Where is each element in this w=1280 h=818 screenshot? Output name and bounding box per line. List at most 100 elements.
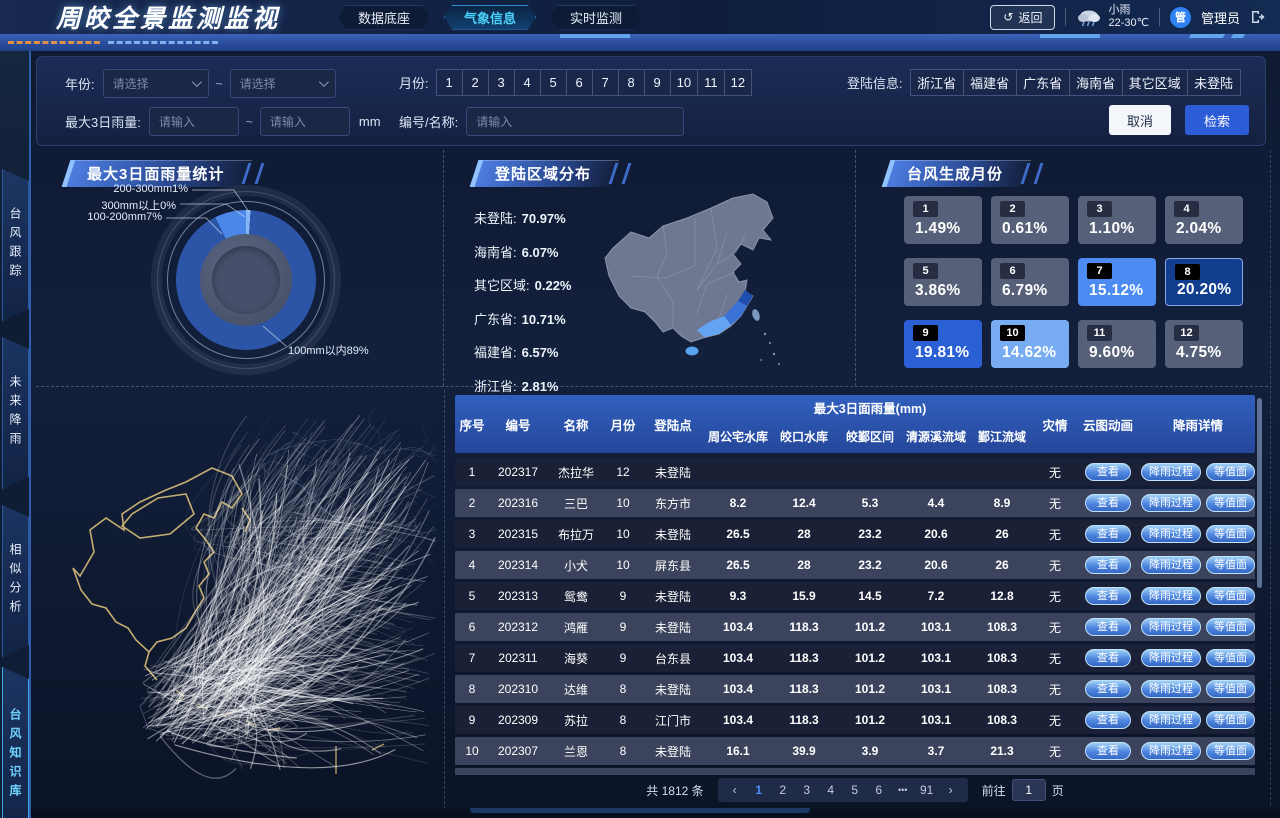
- view-button[interactable]: 查看: [1085, 618, 1131, 636]
- month-number-tag: 1: [913, 201, 938, 217]
- isoline-button[interactable]: 等值面: [1206, 525, 1255, 543]
- rain-process-button[interactable]: 降雨过程: [1141, 618, 1201, 636]
- month-filter-8[interactable]: 8: [617, 69, 645, 96]
- page-3[interactable]: 3: [803, 783, 811, 797]
- rainfall-cell: 103.1: [920, 620, 952, 634]
- landing-filter-2[interactable]: 广东省: [1015, 69, 1070, 96]
- view-button[interactable]: 查看: [1085, 463, 1131, 481]
- view-button[interactable]: 查看: [1085, 556, 1131, 574]
- cell: 小犬: [563, 558, 588, 573]
- month-filter-4[interactable]: 4: [513, 69, 541, 96]
- isoline-button[interactable]: 等值面: [1206, 587, 1255, 605]
- landing-filter-4[interactable]: 其它区域: [1121, 69, 1188, 96]
- page-prev[interactable]: ‹: [732, 783, 737, 797]
- year-to-select[interactable]: 请选择: [229, 69, 336, 98]
- rain-process-button[interactable]: 降雨过程: [1141, 649, 1201, 667]
- page-6[interactable]: 6: [875, 783, 883, 797]
- sidebar-item-future-rain[interactable]: 未来降雨: [2, 337, 29, 489]
- rainfall-cell: 103.4: [722, 713, 754, 727]
- isoline-button[interactable]: 等值面: [1206, 711, 1255, 729]
- year-from-select[interactable]: 请选择: [102, 69, 209, 98]
- page-1[interactable]: 1: [755, 783, 763, 797]
- tab-weather-info[interactable]: 气象信息: [444, 4, 537, 30]
- logout-icon[interactable]: [1250, 9, 1266, 25]
- isoline-button[interactable]: 等值面: [1206, 494, 1255, 512]
- cell: 8: [468, 682, 476, 696]
- isoline-button[interactable]: 等值面: [1206, 680, 1255, 698]
- view-button[interactable]: 查看: [1085, 587, 1131, 605]
- cancel-button[interactable]: 取消: [1109, 105, 1171, 135]
- back-button[interactable]: ↺ 返回: [990, 4, 1056, 30]
- table-scrollbar[interactable]: [1257, 398, 1262, 588]
- month-filter-10[interactable]: 10: [669, 69, 699, 96]
- avatar[interactable]: 管: [1169, 6, 1191, 28]
- view-button[interactable]: 查看: [1085, 525, 1131, 543]
- month-filter-6[interactable]: 6: [565, 69, 593, 96]
- landing-filter-0[interactable]: 浙江省: [909, 69, 964, 96]
- gen-month-card-11: 11 9.60%: [1078, 320, 1156, 368]
- rain-process-button[interactable]: 降雨过程: [1141, 711, 1201, 729]
- disaster-cell: 无: [1048, 558, 1061, 573]
- isoline-button[interactable]: 等值面: [1206, 649, 1255, 667]
- view-button[interactable]: 查看: [1085, 711, 1131, 729]
- table-row: 4 202314 小犬 10 屏东县 26.5 28 23.2 20.6 26 无 查看 降雨过程 等值面: [455, 551, 1255, 579]
- page-4[interactable]: 4: [827, 783, 835, 797]
- pagination-bar: 共 1812 条 ‹ 1 2 3 4 5 6 ••• 91 › 前往 页: [455, 778, 1255, 802]
- landing-filter-3[interactable]: 海南省: [1068, 69, 1123, 96]
- rain-process-button[interactable]: 降雨过程: [1141, 742, 1201, 760]
- rain-min-input[interactable]: [148, 107, 239, 136]
- tab-data-base[interactable]: 数据底座: [338, 4, 431, 30]
- donut-label-0: 100mm以内89%: [288, 345, 369, 357]
- rain-process-button[interactable]: 降雨过程: [1141, 463, 1201, 481]
- sidebar-item-similar-analysis[interactable]: 相似分析: [2, 505, 29, 657]
- isoline-button[interactable]: 等值面: [1206, 618, 1255, 636]
- isoline-button[interactable]: 等值面: [1206, 742, 1255, 760]
- page-ellipsis[interactable]: •••: [897, 785, 908, 795]
- month-filter-7[interactable]: 7: [591, 69, 619, 96]
- sidebar-item-typhoon-track[interactable]: 台风跟踪: [2, 169, 29, 321]
- month-filter-11[interactable]: 11: [697, 69, 725, 96]
- isoline-button[interactable]: 等值面: [1206, 463, 1255, 481]
- rain-process-button[interactable]: 降雨过程: [1141, 680, 1201, 698]
- page-5[interactable]: 5: [851, 783, 859, 797]
- page-next[interactable]: ›: [948, 783, 953, 797]
- rain-process-button[interactable]: 降雨过程: [1141, 525, 1201, 543]
- rain-max-input[interactable]: [259, 107, 350, 136]
- month-filter-12[interactable]: 12: [723, 69, 753, 96]
- app-title: 周皎全景监测监视: [56, 5, 281, 33]
- sidebar-item-typhoon-kb[interactable]: 台风知识库: [2, 667, 29, 818]
- col-header-1: 编号: [505, 418, 531, 433]
- rainfall-cell: 8.2: [729, 496, 747, 510]
- month-filter-1[interactable]: 1: [435, 69, 463, 96]
- view-button[interactable]: 查看: [1085, 649, 1131, 667]
- cloud-anim-cell: 查看: [1075, 463, 1141, 481]
- rain-detail-cell: 降雨过程 等值面: [1141, 680, 1255, 698]
- month-filter-9[interactable]: 9: [643, 69, 671, 96]
- page-91[interactable]: 91: [919, 783, 934, 797]
- landing-filter-5[interactable]: 未登陆: [1186, 69, 1241, 96]
- search-button[interactable]: 检索: [1185, 105, 1249, 135]
- view-button[interactable]: 查看: [1085, 680, 1131, 698]
- isoline-button[interactable]: 等值面: [1206, 556, 1255, 574]
- rainfall-cell: 101.2: [854, 651, 886, 665]
- month-filter-2[interactable]: 2: [461, 69, 489, 96]
- tab-realtime-monitor[interactable]: 实时监测: [550, 4, 643, 30]
- month-percent-value: 1.49%: [915, 220, 961, 237]
- landing-filter-1[interactable]: 福建省: [962, 69, 1017, 96]
- goto-page-input[interactable]: [1011, 779, 1046, 801]
- rain-detail-cell: 降雨过程 等值面: [1141, 463, 1255, 481]
- back-icon: ↺: [1003, 10, 1014, 24]
- code-name-input[interactable]: [466, 107, 685, 136]
- landing-stat-2: 其它区域: 0.22%: [474, 275, 572, 294]
- cell: 202307: [497, 744, 539, 758]
- page-2[interactable]: 2: [779, 783, 787, 797]
- view-button[interactable]: 查看: [1085, 742, 1131, 760]
- view-button[interactable]: 查看: [1085, 494, 1131, 512]
- rain-process-button[interactable]: 降雨过程: [1141, 587, 1201, 605]
- cell: 9: [619, 589, 627, 603]
- month-filter-3[interactable]: 3: [487, 69, 515, 96]
- rain-process-button[interactable]: 降雨过程: [1141, 494, 1201, 512]
- rain-process-button[interactable]: 降雨过程: [1141, 556, 1201, 574]
- month-filter-5[interactable]: 5: [539, 69, 567, 96]
- landing-filter-group: 浙江省 福建省 广东省 海南省 其它区域 未登陆: [909, 69, 1241, 96]
